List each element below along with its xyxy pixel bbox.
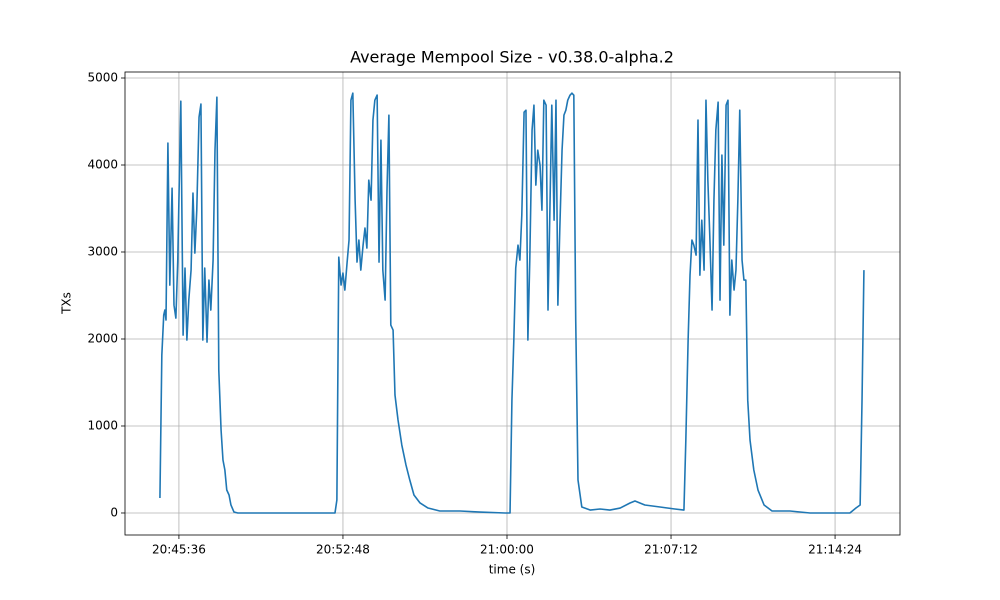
y-tick-label: 3000 xyxy=(87,244,118,258)
x-tick-label: 20:45:36 xyxy=(152,543,206,557)
plot-frame xyxy=(124,71,901,536)
data-line xyxy=(159,92,865,514)
y-tick-label: 2000 xyxy=(87,331,118,345)
y-tick-label: 5000 xyxy=(87,71,118,85)
y-tick-label: 1000 xyxy=(87,418,118,432)
x-tick-label: 21:07:12 xyxy=(644,543,698,557)
x-tick-label: 21:14:24 xyxy=(808,543,862,557)
y-axis-label: TXs xyxy=(60,292,74,315)
x-tick-label: 20:52:48 xyxy=(316,543,370,557)
chart-title: Average Mempool Size - v0.38.0-alpha.2 xyxy=(350,48,674,67)
x-tick-label: 21:00:00 xyxy=(480,543,534,557)
x-axis-label: time (s) xyxy=(489,563,536,577)
y-tick-label: 0 xyxy=(110,505,118,519)
y-tick-label: 4000 xyxy=(87,158,118,172)
